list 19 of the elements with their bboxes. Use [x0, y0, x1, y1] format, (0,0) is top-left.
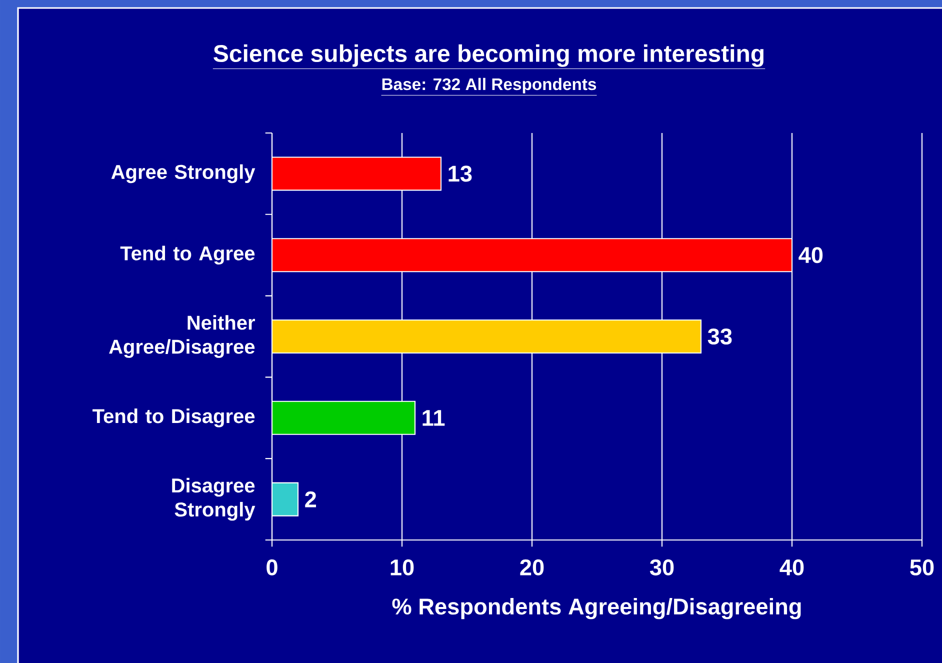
- x-tick-label: 0: [266, 559, 278, 576]
- y-tick-label: Tend to Agree: [120, 246, 255, 264]
- data-label: 2: [305, 491, 316, 508]
- data-label: 40: [798, 247, 823, 264]
- y-tick-label: Disagree Strongly: [172, 478, 256, 521]
- chart-title: Science subjects are becoming more interesting: [214, 44, 764, 67]
- x-tick-label: 40: [780, 559, 804, 576]
- data-label: 13: [448, 166, 472, 182]
- x-axis-title: % Respondents Agreeing/Disagreeing: [392, 598, 801, 620]
- x-tick-label: 30: [650, 559, 674, 576]
- data-label: 33: [708, 328, 732, 345]
- y-tick-label: Neither Agree/Disagree: [109, 315, 255, 358]
- chart-subtitle: Base: 732 All Respondents: [382, 78, 596, 94]
- x-tick-label: 20: [520, 559, 544, 576]
- y-tick-label: Agree Strongly: [111, 164, 256, 184]
- x-tick-label: 50: [910, 559, 934, 576]
- y-tick-label: Tend to Disagree: [92, 408, 255, 428]
- x-tick-label: 10: [390, 559, 414, 576]
- data-label: 11: [422, 410, 445, 426]
